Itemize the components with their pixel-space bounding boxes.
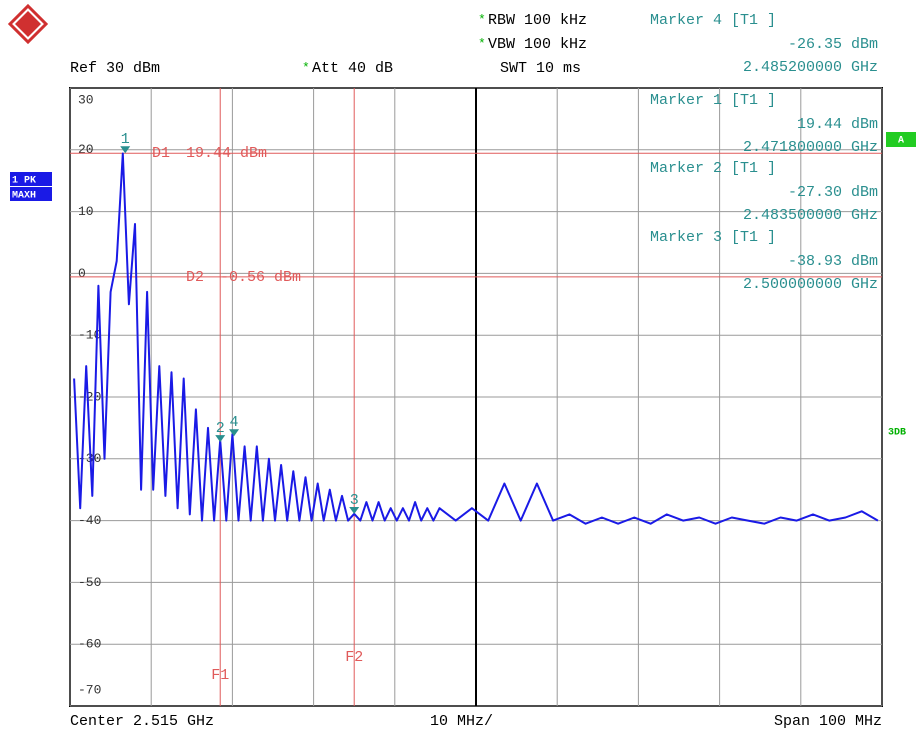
- y-tick-label: -40: [78, 513, 101, 528]
- y-tick-label: -60: [78, 637, 101, 652]
- side-label: 3DB: [888, 428, 906, 439]
- y-tick-label: -20: [78, 389, 101, 404]
- display-line-label: D1: [152, 145, 170, 162]
- rbw: RBW 100 kHz: [488, 12, 587, 29]
- marker-heading: Marker 2 [T1 ]: [650, 160, 776, 177]
- marker-frequency: 2.483500000 GHz: [743, 207, 878, 224]
- marker-heading: Marker 3 [T1 ]: [650, 229, 776, 246]
- y-tick-label: 30: [78, 92, 94, 107]
- y-tick-label: -10: [78, 328, 101, 343]
- center-frequency: Center 2.515 GHz: [70, 713, 214, 730]
- y-tick-label: -50: [78, 575, 101, 590]
- marker: [349, 506, 360, 514]
- y-tick-label: 20: [78, 142, 94, 157]
- marker-frequency: 2.471800000 GHz: [743, 139, 878, 156]
- marker-value: -26.35 dBm: [788, 36, 878, 53]
- asterisk: *: [302, 60, 310, 75]
- freq-line-label: F1: [211, 667, 229, 684]
- display-line-label: D2: [186, 269, 204, 286]
- marker-frequency: 2.485200000 GHz: [743, 59, 878, 76]
- marker-value: 19.44 dBm: [797, 116, 878, 133]
- marker-label: 4: [230, 414, 239, 431]
- freq-line-label: F2: [345, 649, 363, 666]
- marker-label: 2: [216, 420, 225, 437]
- y-tick-label: -70: [78, 682, 101, 697]
- marker-frequency: 2.500000000 GHz: [743, 276, 878, 293]
- marker-heading: Marker 4 [T1 ]: [650, 12, 776, 29]
- trace-badge-label: MAXH: [12, 191, 36, 202]
- marker-value: -38.93 dBm: [788, 253, 878, 270]
- ref-level: Ref 30 dBm: [70, 60, 160, 77]
- asterisk: *: [478, 36, 486, 51]
- y-tick-label: 0: [78, 266, 86, 281]
- marker-value: -27.30 dBm: [788, 184, 878, 201]
- side-badge-label: A: [898, 136, 904, 147]
- display-line-value: 19.44 dBm: [186, 145, 267, 162]
- asterisk: *: [478, 12, 486, 27]
- logo: [7, 3, 49, 45]
- attenuation: Att 40 dB: [312, 60, 393, 77]
- trace-badge: [10, 172, 52, 186]
- marker: [215, 435, 226, 443]
- marker: [229, 429, 240, 437]
- display-line-value: -0.56 dBm: [220, 269, 301, 286]
- division: 10 MHz/: [430, 713, 493, 730]
- swt: SWT 10 ms: [500, 60, 581, 77]
- marker-label: 1: [121, 131, 130, 148]
- marker-label: 3: [350, 492, 359, 509]
- trace-badge: [10, 187, 52, 201]
- marker: [120, 146, 131, 154]
- vbw: VBW 100 kHz: [488, 36, 587, 53]
- y-tick-label: 10: [78, 204, 94, 219]
- trace: [73, 152, 879, 525]
- marker-heading: Marker 1 [T1 ]: [650, 92, 776, 109]
- side-badge: [886, 132, 916, 147]
- span: Span 100 MHz: [774, 713, 882, 730]
- trace-badge-label: 1 PK: [12, 176, 36, 187]
